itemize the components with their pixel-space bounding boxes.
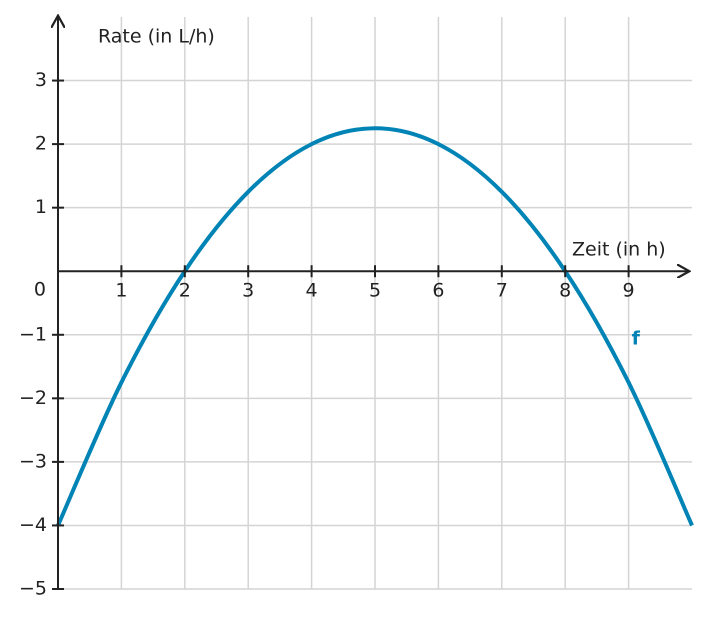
y-tick-label: −4 (19, 514, 47, 536)
y-tick-label: −5 (19, 578, 47, 600)
x-tick-label: 8 (559, 280, 571, 302)
y-tick-label: −1 (19, 323, 47, 345)
x-tick-label: 1 (115, 280, 127, 302)
x-tick-label: 7 (496, 280, 508, 302)
grid (58, 17, 692, 590)
x-tick-label: 2 (179, 280, 191, 302)
y-tick-label: 2 (35, 133, 47, 155)
x-tick-label: 5 (369, 280, 381, 302)
series-line (56, 126, 694, 527)
x-tick-label: 6 (432, 280, 444, 302)
x-tick-label: 9 (623, 280, 635, 302)
y-axis-label: Rate (in L/h) (98, 26, 215, 48)
y-tick-label: 3 (35, 69, 47, 91)
y-tick-label: 0 (34, 279, 46, 301)
y-tick-label: −2 (19, 387, 47, 409)
x-axis-label: Zeit (in h) (572, 239, 666, 261)
series-label: f (632, 327, 641, 349)
x-tick-label: 3 (242, 280, 254, 302)
x-tick-label: 4 (306, 280, 318, 302)
plot (56, 126, 694, 527)
y-tick-label: −3 (19, 450, 47, 472)
y-tick-label: 1 (35, 196, 47, 218)
